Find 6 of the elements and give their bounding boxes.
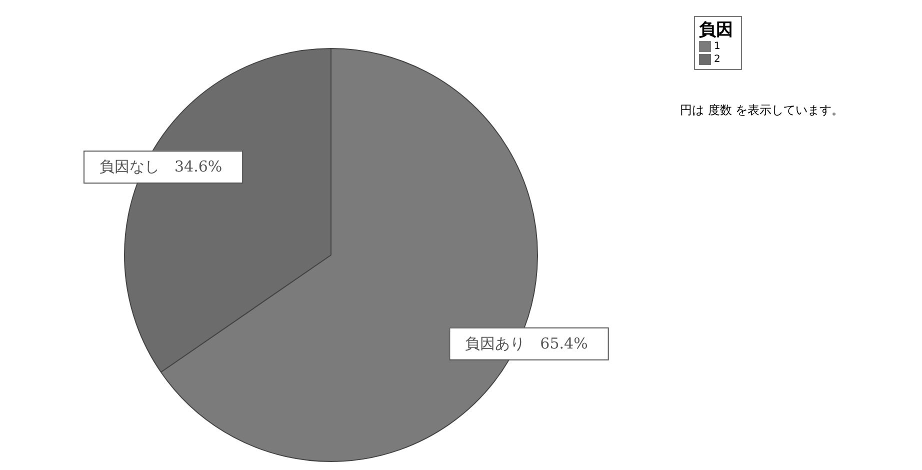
legend-label: 2 <box>714 53 720 66</box>
legend-title: 負因 <box>699 20 733 40</box>
data-label: 負因あり 65.4% <box>465 334 588 352</box>
data-label: 負因なし 34.6% <box>100 158 222 176</box>
text: 円は 度数 を表示しています。 <box>680 102 844 119</box>
legend-label: 1 <box>714 40 720 53</box>
